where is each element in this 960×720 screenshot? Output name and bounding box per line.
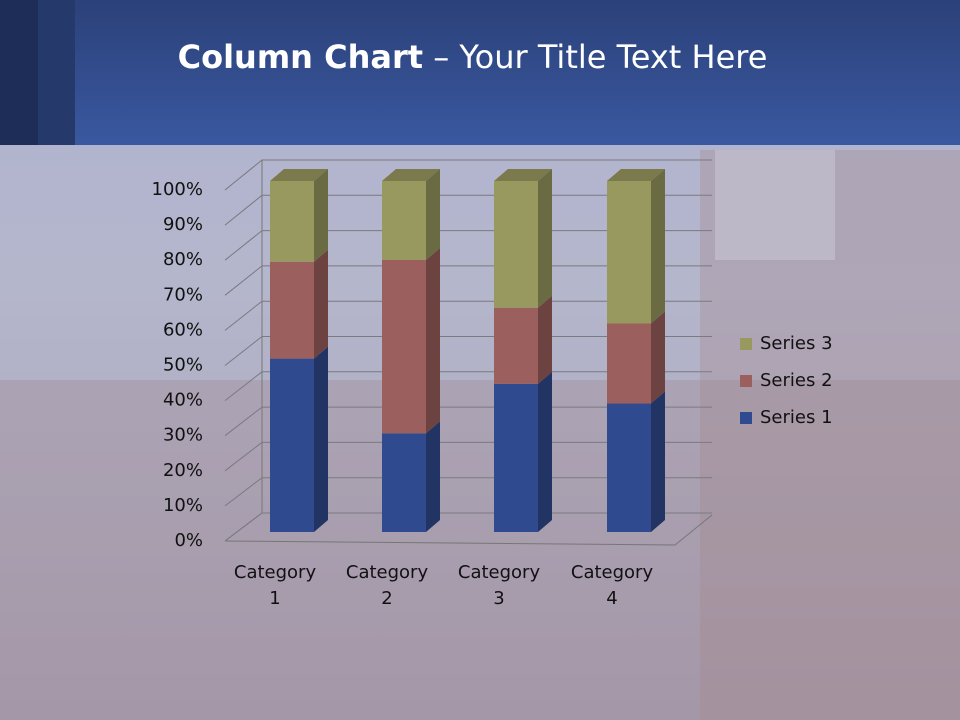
title-rest: – Your Title Text Here: [433, 38, 768, 76]
bar-front: [494, 383, 538, 532]
y-tick-label: 50%: [163, 355, 203, 376]
bar-side: [538, 169, 552, 308]
grid-line: [224, 512, 712, 542]
x-tick-label: Category 4: [570, 562, 654, 609]
legend-swatch: [740, 338, 752, 350]
x-tick-label: Category 2: [345, 562, 429, 609]
bar-top: [270, 169, 328, 181]
y-tick-label: 10%: [163, 495, 203, 516]
legend-label: Series 2: [760, 370, 833, 391]
legend-label: Series 1: [760, 407, 833, 428]
x-tick-label: Category 3: [457, 562, 541, 609]
y-tick-label: 100%: [152, 179, 203, 200]
bar-side: [426, 247, 440, 434]
grid-line: [224, 230, 712, 261]
bar-front: [494, 307, 538, 384]
y-tick-label: 80%: [163, 249, 203, 270]
bar-top: [494, 169, 552, 181]
grid-line: [224, 406, 712, 437]
bar-top: [382, 169, 440, 181]
grid-line: [224, 371, 712, 401]
y-tick-label: 70%: [163, 284, 203, 305]
grid-line: [224, 194, 712, 226]
x-tick-label: Category 1: [233, 562, 317, 609]
y-tick-label: 30%: [163, 425, 203, 446]
grid-line: [224, 336, 712, 366]
bar-side: [314, 249, 328, 359]
bar-front: [607, 181, 651, 324]
bar-front: [270, 358, 314, 532]
bar-side: [426, 169, 440, 260]
y-tick-label: 60%: [163, 319, 203, 340]
bar-side: [538, 371, 552, 532]
bar-side: [538, 295, 552, 384]
bar-front: [607, 323, 651, 404]
grid-line: [224, 477, 712, 507]
title-bold: Column Chart: [177, 38, 424, 76]
grid-line: [224, 265, 712, 296]
bar-front: [270, 261, 314, 359]
bar-front: [382, 259, 426, 434]
y-tick-label: 20%: [163, 460, 203, 481]
bar-front: [382, 181, 426, 260]
grid-line: [224, 159, 712, 191]
y-tick-label: 40%: [163, 390, 203, 411]
bar-side: [426, 421, 440, 532]
y-tick-label: 90%: [163, 214, 203, 235]
bar-side: [314, 169, 328, 262]
bar-side: [651, 169, 665, 324]
bar-side: [314, 346, 328, 532]
bar-front: [382, 433, 426, 532]
bar-side: [651, 391, 665, 532]
legend-swatch: [740, 375, 752, 387]
header-band: [0, 0, 960, 145]
grid-line: [224, 300, 712, 331]
floor-edge: [224, 514, 713, 546]
slide-title: Column Chart – Your Title Text Here: [0, 38, 945, 76]
bar-front: [607, 403, 651, 532]
legend-swatch: [740, 412, 752, 424]
grid-line: [224, 441, 712, 472]
bar-side: [651, 311, 665, 404]
bar-front: [270, 181, 314, 262]
bar-top: [607, 169, 665, 181]
y-tick-label: 0%: [174, 530, 203, 551]
bar-front: [494, 181, 538, 308]
legend-label: Series 3: [760, 333, 833, 354]
